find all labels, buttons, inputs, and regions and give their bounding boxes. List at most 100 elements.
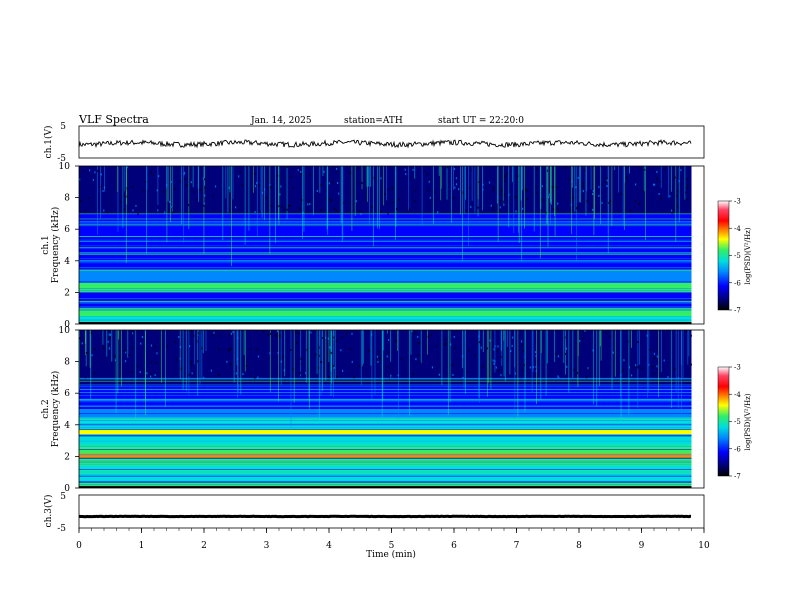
spectrogram-sferic [468, 166, 469, 247]
spectrogram-line [79, 411, 692, 413]
spectrogram-noise [261, 191, 264, 194]
spectrogram-noise [687, 183, 689, 186]
spectrogram-noise [660, 197, 662, 200]
ch3-ytick-top: 5 [60, 492, 66, 502]
spectrogram-sferic [648, 330, 650, 393]
spectrogram-noise [103, 186, 106, 189]
spectrogram-sferic [204, 166, 205, 186]
spectrogram-noise [198, 331, 200, 334]
spectrogram-noise [289, 204, 291, 207]
spectrogram-noise [80, 199, 82, 202]
spectrogram-sferic [637, 330, 639, 409]
spectrogram-noise [275, 334, 277, 337]
ch2-spectrogram-frame [78, 329, 705, 489]
spectrogram-sferic [622, 166, 624, 227]
spectrogram-noise [196, 198, 198, 201]
frequency-tick-label: 2 [64, 288, 70, 298]
spectrogram-noise [196, 340, 198, 343]
spectrogram-noise [465, 209, 467, 212]
spectrogram-sferic [277, 166, 279, 220]
spectrogram-noise [677, 190, 679, 193]
spectrogram-noise [308, 200, 310, 203]
spectrogram-line [79, 281, 692, 283]
spectrogram-line [79, 449, 692, 450]
spectrogram-noise [377, 354, 379, 357]
spectrogram-sferic [185, 330, 187, 392]
spectrogram-noise [124, 349, 126, 352]
spectrogram-noise [218, 373, 220, 376]
spectrogram-noise [536, 167, 538, 170]
spectrogram-noise [333, 207, 336, 210]
spectrogram-noise [606, 177, 608, 180]
spectrogram-noise [103, 347, 105, 350]
spectrogram-noise [332, 365, 334, 368]
spectrogram-noise [592, 189, 595, 192]
spectrogram-sferic [253, 166, 254, 193]
spectrogram-noise [132, 332, 134, 335]
spectrogram-noise [269, 183, 271, 186]
spectrogram-noise [598, 186, 600, 189]
spectrogram-line [79, 444, 692, 446]
spectrogram-sferic [501, 330, 503, 366]
spectrogram-noise [564, 166, 567, 169]
spectrogram-sferic [97, 166, 98, 235]
spectrogram-sferic [614, 166, 616, 171]
spectrogram-noise [452, 197, 455, 200]
spectrogram-noise [264, 188, 266, 191]
spectrogram-sferic [85, 330, 86, 355]
spectrogram-noise [89, 169, 91, 172]
spectrogram-noise [106, 211, 108, 214]
spectrogram-noise [510, 350, 512, 353]
spectrogram-sferic [438, 166, 440, 176]
spectrogram-noise [188, 345, 191, 348]
ch1-frequency-axis-label: Frequency (kHz) [50, 207, 61, 284]
spectrogram-noise [387, 188, 389, 191]
spectrogram-noise [552, 208, 555, 211]
spectrogram-noise [193, 334, 195, 337]
spectrogram-noise [445, 342, 447, 345]
spectrogram-sferic [572, 166, 573, 188]
spectrogram-sferic [182, 330, 184, 390]
ch1-waveform-trace [78, 139, 692, 149]
spectrogram-sferic [574, 166, 576, 212]
spectrogram-noise [637, 366, 639, 369]
spectrogram-sferic [382, 330, 384, 351]
spectrogram-line [79, 377, 692, 379]
spectrogram-sferic [117, 166, 119, 233]
spectrogram-noise [319, 346, 321, 349]
spectrogram-noise [653, 372, 655, 375]
spectrogram-sferic [675, 166, 677, 242]
spectrogram-noise [94, 171, 96, 174]
spectrogram-sferic [341, 166, 343, 242]
spectrogram-line [79, 401, 692, 403]
spectrogram-noise [155, 361, 157, 364]
spectrogram-sferic [682, 330, 684, 380]
spectrogram-noise [461, 355, 464, 358]
spectrogram-sferic [225, 166, 227, 199]
spectrogram-sferic [167, 166, 169, 202]
spectrogram-line [79, 420, 692, 421]
spectrogram-noise [686, 186, 688, 189]
spectrogram-sferic [179, 330, 181, 379]
spectrogram-line [79, 312, 692, 314]
spectrogram-noise [503, 203, 505, 206]
spectrogram-line [79, 260, 692, 262]
spectrogram-sferic [232, 166, 234, 200]
spectrogram-noise [497, 369, 500, 372]
spectrogram-sferic [447, 330, 449, 415]
ch2-colorbar-scale [717, 366, 730, 477]
spectrogram-sferic [104, 166, 105, 192]
colorbar-tick-label: -3 [734, 364, 741, 372]
time-tick-label: 6 [451, 541, 457, 551]
spectrogram-sferic [539, 166, 541, 259]
frequency-tick-label: 6 [64, 389, 70, 399]
spectrogram-line [79, 226, 692, 228]
spectrogram-noise [336, 209, 338, 212]
frequency-tick-label: 4 [64, 257, 70, 267]
spectrogram-noise [674, 176, 676, 179]
spectrogram-noise [514, 372, 516, 375]
colorbar-tick-label: -5 [734, 252, 741, 260]
spectrogram-sferic [308, 330, 310, 398]
date-label: Jan. 14, 2025 [250, 116, 312, 126]
spectrogram-sferic [373, 166, 374, 247]
